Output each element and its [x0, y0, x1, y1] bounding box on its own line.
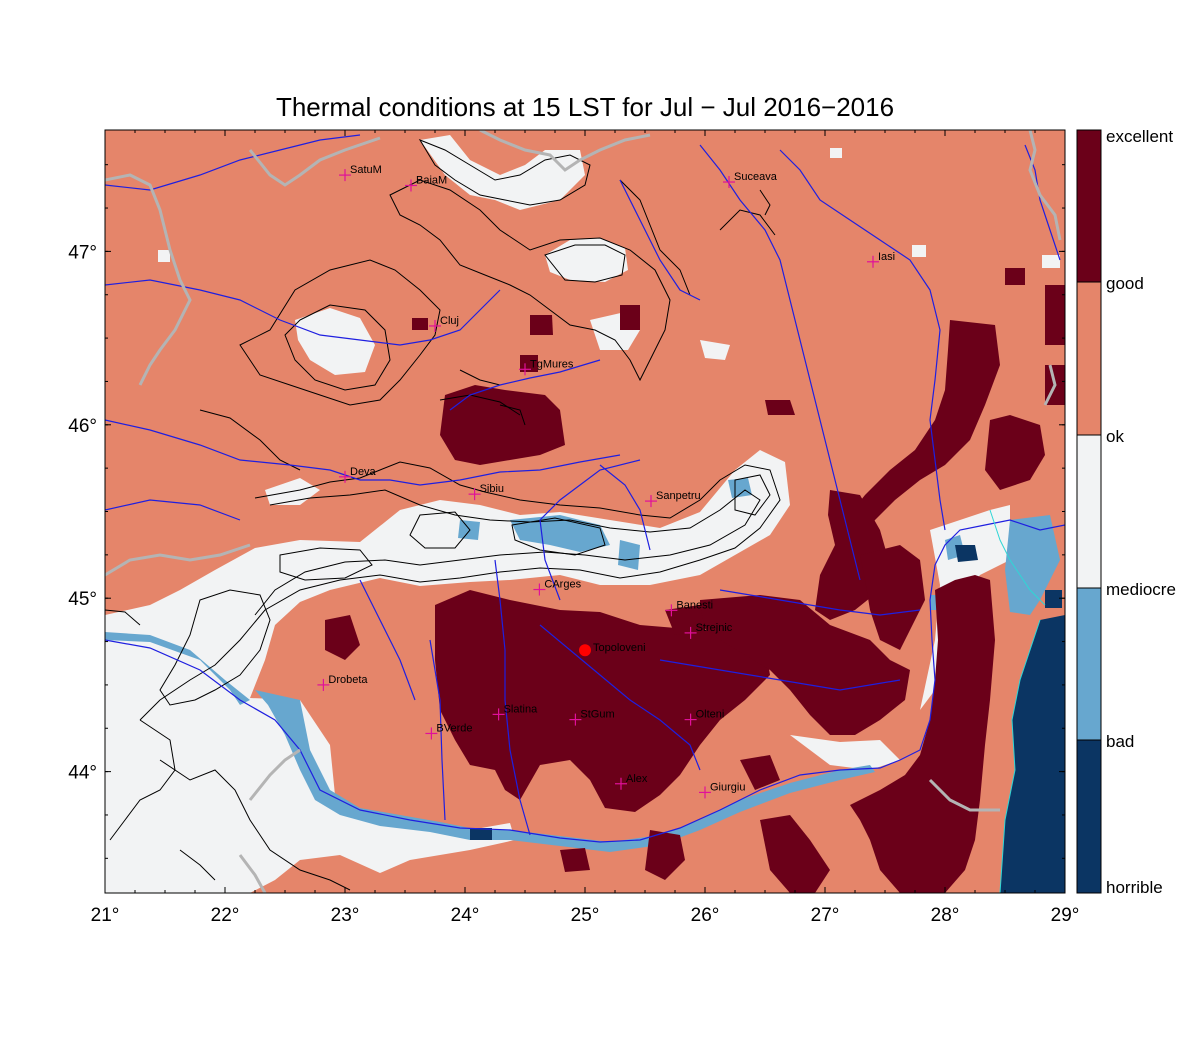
x-tick-label: 28°	[931, 905, 960, 926]
city-marker: Banesti	[665, 599, 713, 617]
city-label: TgMures	[530, 358, 574, 370]
city-label: Sibiu	[480, 483, 504, 495]
legend-label-good: good	[1106, 274, 1144, 293]
city-label: Alex	[626, 773, 648, 785]
x-tick-label: 26°	[691, 905, 720, 926]
legend-swatch-horrible	[1077, 740, 1101, 893]
city-label: Banesti	[676, 599, 713, 611]
city-marker: Suceava	[723, 171, 778, 189]
city-label: StGum	[580, 709, 614, 721]
city-label: SatuM	[350, 164, 382, 176]
x-tick-label: 27°	[811, 905, 840, 926]
y-tick-label: 47°	[68, 242, 97, 263]
legend-label-bad: bad	[1106, 732, 1134, 751]
legend-swatch-bad	[1077, 588, 1101, 740]
rivers	[105, 134, 1065, 843]
city-marker: StGum	[569, 709, 615, 726]
city-marker: TgMures	[519, 358, 574, 376]
city-marker: Drobeta	[317, 674, 368, 691]
x-tick-label: 22°	[211, 905, 240, 926]
city-marker: Olteni	[684, 709, 725, 726]
city-marker: Alex	[615, 773, 648, 790]
city-label: Iasi	[878, 251, 895, 263]
legend-swatch-good	[1077, 130, 1101, 282]
city-marker: Iasi	[867, 251, 895, 268]
highlight-station: Topoloveni	[579, 642, 646, 657]
city-label: Cluj	[440, 315, 459, 327]
city-marker: Cluj	[429, 315, 459, 332]
city-label: BVerde	[436, 722, 472, 734]
city-label: Slatina	[504, 703, 539, 715]
station-dot-icon	[579, 644, 591, 657]
good-zones	[325, 268, 1065, 893]
axis-ticks	[104, 130, 1066, 893]
city-label: BaiaM	[416, 174, 447, 186]
city-markers: SatuM BaiaM Suceava Iasi Cluj TgMures Deva Sibi…	[317, 164, 895, 799]
city-label: Giurgiu	[710, 781, 745, 793]
map-panel	[105, 130, 1065, 893]
country-borders	[105, 130, 1062, 893]
city-marker: CArges	[533, 579, 582, 596]
x-tick-label: 29°	[1051, 905, 1080, 926]
y-tick-label: 44°	[68, 763, 97, 784]
city-marker: Giurgiu	[699, 781, 745, 799]
city-marker: Sibiu	[468, 483, 504, 501]
city-label: Deva	[350, 466, 377, 478]
legend-label-horrible: horrible	[1106, 878, 1163, 897]
city-label: Drobeta	[328, 674, 368, 686]
legend-swatch-ok	[1077, 282, 1101, 435]
legend-label-excellent: excellent	[1106, 127, 1173, 146]
horrible-zones	[470, 545, 1065, 893]
legend-swatch-mediocre	[1077, 435, 1101, 588]
x-tick-label: 23°	[331, 905, 360, 926]
coastline	[989, 509, 1046, 893]
map-title: Thermal conditions at 15 LST for Jul − J…	[275, 92, 895, 122]
city-marker: BVerde	[425, 722, 472, 740]
legend-label-mediocre: mediocre	[1106, 580, 1176, 599]
city-marker: Deva	[339, 466, 377, 483]
city-marker: BaiaM	[405, 174, 447, 192]
station-label: Topoloveni	[593, 642, 646, 654]
legend-colorbar: excellent good ok mediocre bad horrible	[1076, 127, 1176, 897]
x-tick-label: 25°	[571, 905, 600, 926]
y-tick-label: 46°	[68, 416, 97, 437]
x-tick-label: 21°	[91, 905, 120, 926]
city-label: Olteni	[696, 709, 725, 721]
city-marker: Strejnic	[684, 622, 733, 639]
y-tick-label: 45°	[68, 589, 97, 610]
city-marker: SatuM	[339, 164, 382, 182]
city-label: Strejnic	[696, 622, 733, 634]
city-label: CArges	[544, 579, 581, 591]
city-label: Sanpetru	[656, 490, 701, 502]
city-label: Suceava	[734, 171, 778, 183]
x-tick-label: 24°	[451, 905, 480, 926]
legend-label-ok: ok	[1106, 427, 1124, 446]
city-marker: Sanpetru	[645, 490, 701, 508]
city-marker: Slatina	[492, 703, 539, 721]
axis-labels: 21° 22° 23° 24° 25° 26° 27° 28° 29° 44° 45° 46° 47°	[68, 242, 1079, 926]
